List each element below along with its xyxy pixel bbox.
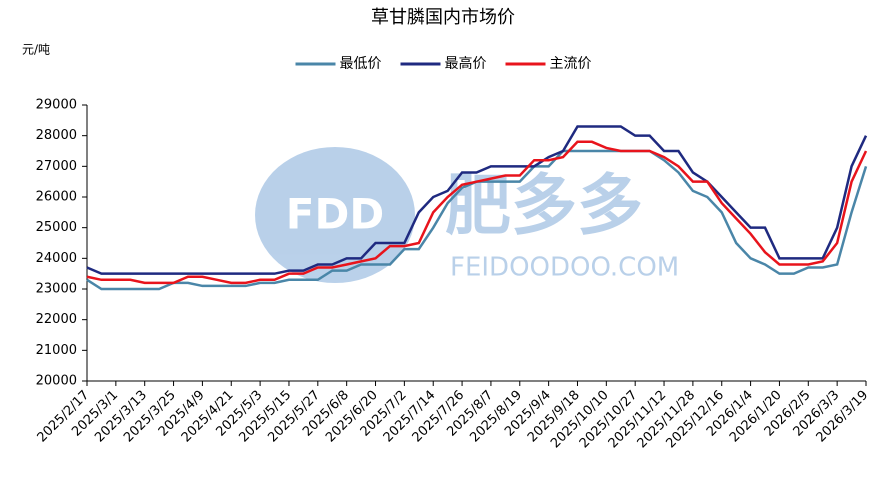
- y-tick-label: 27000: [36, 159, 77, 174]
- watermark-name: 肥多多: [445, 167, 643, 244]
- y-tick-label: 25000: [36, 220, 77, 235]
- chart-title: 草甘膦国内市场价: [371, 7, 515, 28]
- watermark-logo-text: FDD: [286, 190, 384, 239]
- legend-label: 主流价: [550, 56, 592, 72]
- legend-label: 最低价: [340, 56, 382, 72]
- y-tick-label: 23000: [36, 282, 77, 297]
- y-tick-label: 21000: [36, 343, 77, 358]
- watermark-logo: [255, 147, 415, 283]
- legend-label: 最高价: [445, 55, 487, 72]
- watermark-url: FEIDOODOO.COM: [450, 253, 679, 283]
- y-tick-label: 26000: [36, 190, 77, 205]
- y-tick-label: 22000: [36, 312, 77, 327]
- y-axis-label: 元/吨: [22, 43, 50, 57]
- y-tick-label: 24000: [36, 251, 77, 266]
- series-line: [86, 140, 868, 285]
- series-line: [86, 125, 868, 275]
- watermark: FDD 肥多多 FEIDOODOO.COM: [255, 147, 679, 283]
- y-tick-label: 20000: [36, 374, 77, 389]
- y-tick-label: 29000: [36, 98, 77, 113]
- y-tick-label: 28000: [36, 128, 77, 143]
